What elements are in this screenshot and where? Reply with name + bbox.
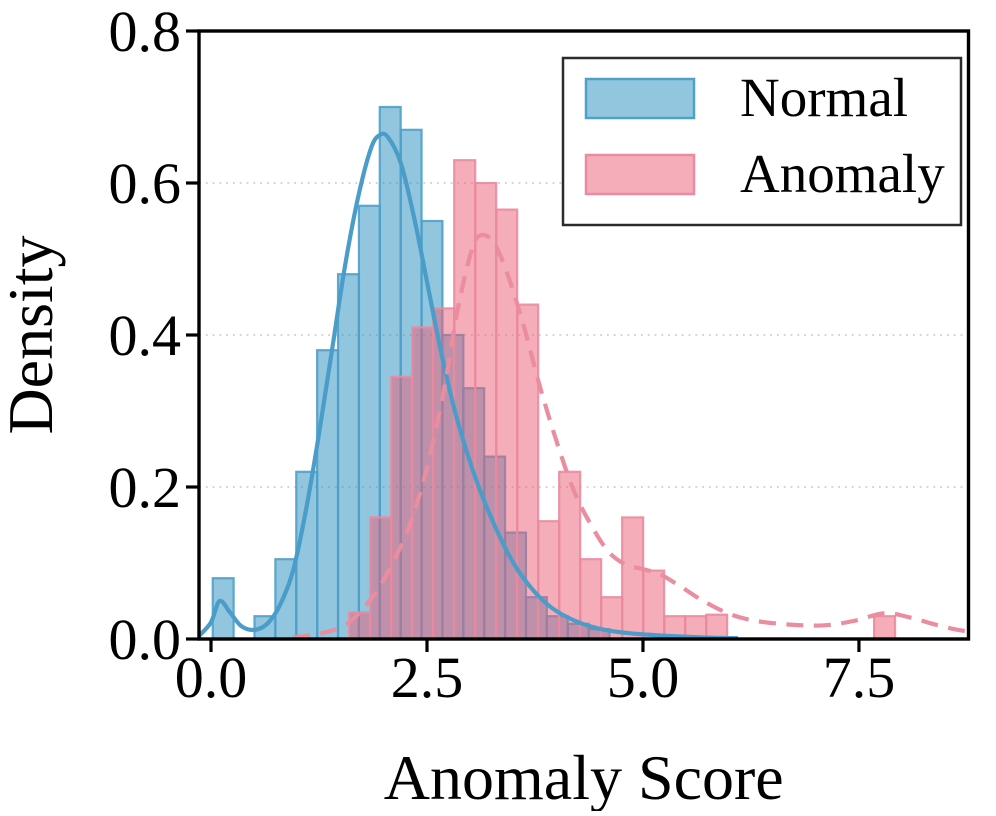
legend-swatch-anomaly — [584, 153, 696, 196]
anomaly-hist-bar — [872, 615, 897, 641]
anomaly-hist-bar — [411, 326, 435, 641]
y-axis-label: Density — [0, 235, 66, 434]
anomaly-hist-bar — [369, 516, 393, 641]
x-tick-label: 0.0 — [175, 645, 248, 710]
x-tick-label: 2.5 — [391, 645, 464, 710]
x-axis-label: Anomaly Score — [384, 742, 784, 811]
anomaly-hist-bar — [474, 181, 498, 641]
anomaly-hist-bar — [516, 303, 540, 641]
x-tick-label: 7.5 — [823, 645, 896, 710]
anomaly-hist-bar — [705, 613, 729, 641]
y-tick-label: 0.2 — [109, 455, 182, 520]
anomaly-hist-bar — [642, 569, 666, 641]
y-tick-label: 0.4 — [109, 303, 182, 368]
anomaly-hist-bar — [390, 375, 414, 641]
legend-swatch-normal — [584, 77, 696, 120]
anomaly-hist-bar — [537, 520, 561, 641]
normal-kde-curve — [199, 131, 739, 639]
kde-layer — [199, 131, 968, 639]
anomaly-hist-bar — [348, 611, 372, 641]
anomaly-hist-bar — [453, 159, 477, 641]
normal-hist-bar — [336, 273, 361, 641]
normal-hist-bar — [316, 349, 340, 641]
legend-label-normal: Normal — [740, 67, 908, 128]
x-tick-label: 5.0 — [607, 645, 680, 710]
y-tick-label: 0.6 — [109, 151, 182, 216]
anomaly-hist-bar — [621, 516, 645, 641]
y-tick-label: 0.8 — [109, 0, 182, 64]
anomaly-kde-curve — [292, 232, 968, 639]
legend-label-anomaly: Anomaly — [740, 143, 945, 204]
y-tick-label: 0.0 — [109, 607, 182, 672]
